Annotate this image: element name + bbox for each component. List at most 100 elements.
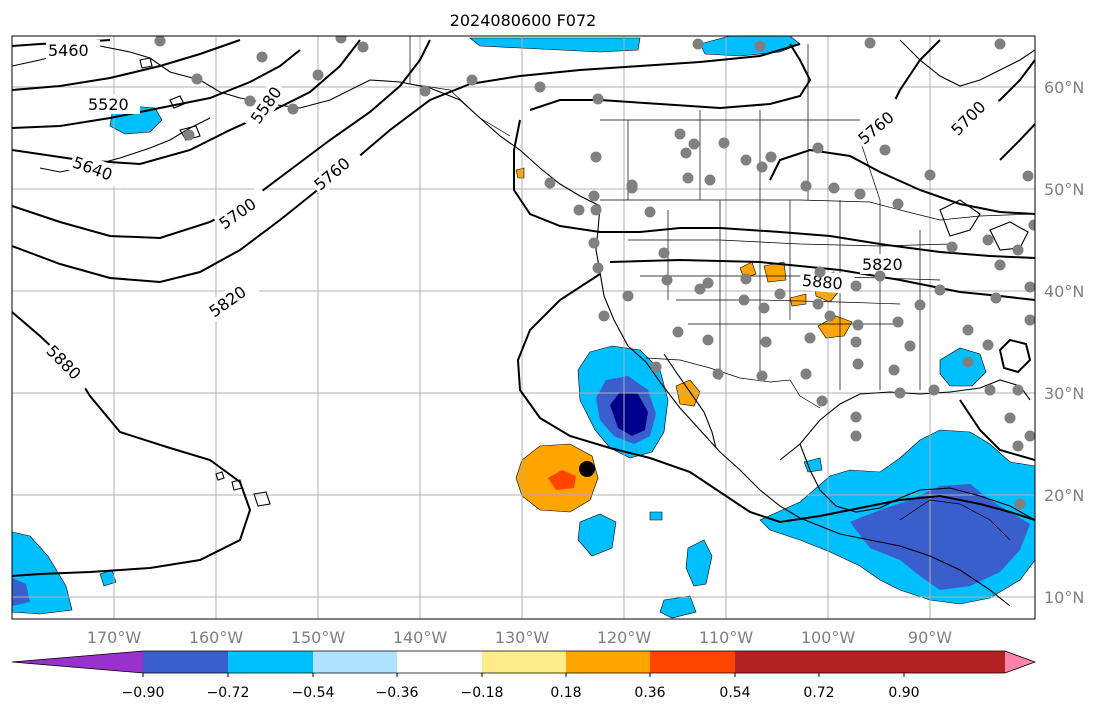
gridlines [12, 36, 1035, 619]
station-markers [154, 36, 1035, 510]
station-dot [688, 138, 700, 150]
contour-label: 5460 [48, 41, 89, 60]
colorbar-segment [650, 651, 735, 673]
colorbar-tick-label: 0.54 [719, 685, 750, 701]
colorbar-extend-low [12, 651, 143, 673]
station-dot [718, 137, 730, 149]
lat-tick-label: 20°N [1044, 486, 1084, 505]
station-dot [1012, 244, 1024, 256]
lat-tick-label: 10°N [1044, 588, 1084, 607]
station-dot [984, 384, 996, 396]
station-dot [644, 206, 656, 218]
station-dot [154, 36, 166, 47]
station-dot [672, 326, 684, 338]
station-dot [850, 280, 862, 292]
station-dot [982, 339, 994, 351]
station-dot [800, 368, 812, 380]
station-dot [1024, 430, 1035, 442]
station-dot [914, 299, 926, 311]
lat-axis: 60°N 50°N 40°N 30°N 20°N 10°N [1044, 78, 1084, 607]
station-dot [1004, 412, 1016, 424]
station-dot [962, 356, 974, 368]
lat-tick-label: 60°N [1044, 78, 1084, 97]
colorbar-tick-label: 0.18 [550, 685, 581, 701]
station-dot [544, 177, 556, 189]
colorbar-ticks: −0.90 −0.72 −0.54 −0.36 −0.18 0.18 0.36 … [122, 685, 920, 701]
lon-axis: 170°W 160°W 150°W 140°W 130°W 120°W 110°… [87, 628, 952, 647]
station-dot [990, 292, 1002, 304]
colorbar [11, 650, 1037, 677]
station-dot [924, 169, 936, 181]
station-dot [704, 174, 716, 186]
station-dot [682, 172, 694, 184]
colorbar-segment [397, 651, 482, 673]
station-dot [850, 430, 862, 442]
station-dot [1012, 440, 1024, 452]
station-dot [828, 182, 840, 194]
station-dot [892, 198, 904, 210]
station-dot [852, 358, 864, 370]
lon-tick-label: 110°W [699, 628, 754, 647]
station-dot [854, 188, 866, 200]
map-title: 2024080600 F072 [450, 11, 597, 30]
station-dot [812, 142, 824, 154]
station-dot [892, 316, 904, 328]
colorbar-tick-label: −0.18 [461, 685, 504, 701]
station-dot [812, 298, 824, 310]
station-dot [756, 161, 768, 173]
station-dot [1022, 170, 1034, 182]
map-frame [11, 35, 1036, 620]
colorbar-extend-high [1005, 651, 1035, 673]
station-dot [674, 128, 686, 140]
station-dot [850, 336, 862, 348]
station-dot [694, 283, 706, 295]
colorbar-tick-label: −0.36 [376, 685, 419, 701]
station-dot [816, 395, 828, 407]
station-dot [760, 336, 772, 348]
station-dot [419, 85, 431, 97]
station-dot [756, 370, 768, 382]
station-dot [588, 190, 600, 202]
station-dot [1014, 498, 1026, 510]
colorbar-tick-label: 0.36 [634, 685, 665, 701]
station-dot [573, 204, 585, 216]
station-dot [534, 81, 546, 93]
station-dot [824, 310, 836, 322]
station-dot [1028, 219, 1035, 231]
station-dot [590, 204, 602, 216]
colorbar-tick-label: 0.72 [803, 685, 834, 701]
station-dot [680, 147, 692, 159]
station-dot [357, 41, 369, 53]
station-dot [287, 103, 299, 115]
station-dot [622, 290, 634, 302]
lon-tick-label: 140°W [393, 628, 448, 647]
station-dot [626, 179, 638, 191]
colorbar-segment [228, 651, 313, 673]
station-dot [962, 324, 974, 336]
lon-tick-label: 100°W [801, 628, 856, 647]
station-dot [590, 151, 602, 163]
station-dot [888, 364, 900, 376]
station-dot [774, 288, 786, 300]
station-dot [879, 144, 891, 156]
station-dot [183, 129, 195, 141]
station-dot [850, 411, 862, 423]
colorbar-segment [482, 651, 566, 673]
lat-tick-label: 30°N [1044, 384, 1084, 403]
station-dot [191, 73, 203, 85]
station-dot [982, 234, 994, 246]
colorbar-tick-label: −0.72 [207, 685, 250, 701]
station-dot [740, 273, 752, 285]
station-dot [852, 319, 864, 331]
station-dot [312, 69, 324, 81]
station-dot [335, 36, 347, 44]
station-dot [244, 95, 256, 107]
storm-center-marker [579, 461, 595, 477]
map-area: 5460 5520 5580 5640 5700 5760 5820 5880 … [12, 36, 1035, 619]
station-dot [934, 284, 946, 296]
station-dot [712, 368, 724, 380]
station-dot [661, 274, 673, 286]
station-dot [754, 40, 766, 52]
station-dot [658, 247, 670, 259]
colorbar-segment [566, 651, 650, 673]
